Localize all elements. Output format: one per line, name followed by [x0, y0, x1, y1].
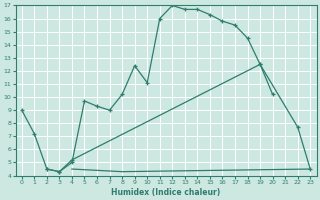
- X-axis label: Humidex (Indice chaleur): Humidex (Indice chaleur): [111, 188, 221, 197]
